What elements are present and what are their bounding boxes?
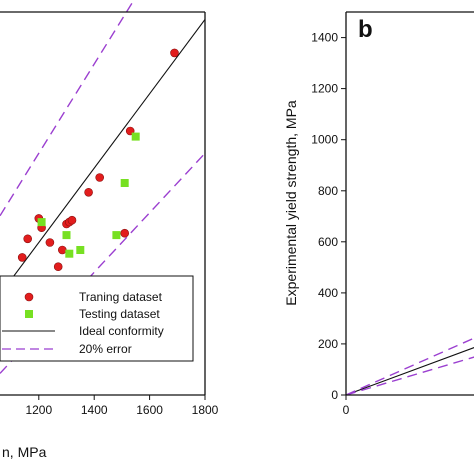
panel-b-y-tick-label: 800 [318,184,338,198]
training-point [120,228,129,238]
panel-a-x-tick-label: 1800 [192,403,219,417]
panel-b-plot-area [346,337,474,395]
panel-a: 1200 1400 1600 1800 n, MPa Traning dataset … [0,0,219,460]
testing-point [120,179,129,187]
b-ideal-conformity-line-0 [346,347,474,395]
legend-ideal-label: Ideal conformity [79,324,164,338]
panel-b-y-tick-label: 1000 [311,133,338,147]
testing-point [131,132,140,141]
b-error-bound-line-1 [346,337,474,395]
training-point [84,188,93,197]
training-point [95,173,104,182]
panel-b-y-tick-label: 200 [318,337,338,351]
training-point [17,253,27,262]
panel-a-x-tick-label: 1200 [25,403,52,417]
panel-a-x-tick-label: 1400 [81,403,108,417]
testing-point [112,231,121,240]
panel-b-y-tick-label: 1400 [311,31,338,45]
panel-a-legend: Traning dataset Testing dataset Ideal co… [0,275,194,362]
panel-b-y-axis-title: Experimental yield strength, MPa [283,100,299,306]
testing-point [65,249,74,258]
training-point [45,238,55,247]
panel-b-y-tick-label: 0 [331,388,338,402]
training-point [170,48,179,58]
training-point [57,245,67,255]
legend-error-label: 20% error [79,342,132,356]
panel-a-x-tick-label: 1600 [136,403,163,417]
panel-b-y-tick-label: 1200 [311,82,338,96]
error-bound-line-1 [0,0,135,217]
testing-point [76,246,85,254]
ideal-conformity-line-0 [0,19,205,295]
panel-b-y-tick-label: 600 [318,235,338,249]
legend-training-label: Traning dataset [79,290,163,304]
legend-box [0,275,194,362]
b-error-bound-line-2 [346,356,474,395]
panel-b-ticks: 02004006008001000120014000200 [311,31,474,417]
panel-a-x-axis-title: n, MPa [2,444,47,460]
panel-b-x-tick-label: 0 [343,403,350,417]
training-point [53,262,63,272]
panel-a-x-ticks: 1200 1400 1600 1800 [25,395,219,417]
training-point [67,215,77,225]
legend-testing-marker [25,310,33,318]
testing-point [62,231,71,240]
panel-b: 02004006008001000120014000200 b Experime… [283,11,474,417]
panel-b-y-tick-label: 400 [318,286,338,300]
panel-b-letter: b [358,16,373,43]
testing-point [37,218,46,227]
legend-training-marker [24,292,34,302]
training-point [23,234,33,244]
legend-testing-label: Testing dataset [79,307,160,321]
